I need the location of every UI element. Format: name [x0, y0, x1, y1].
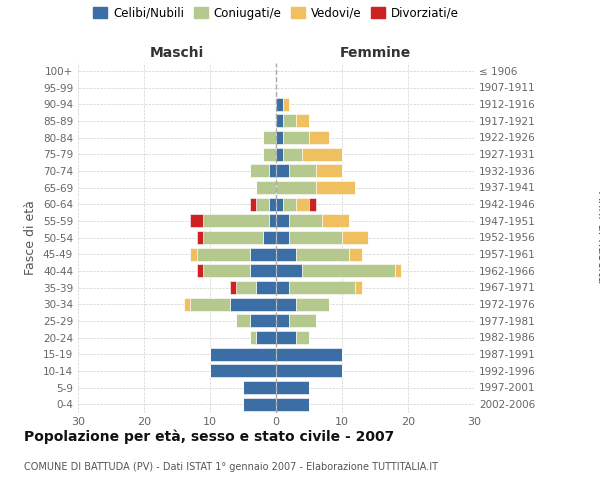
Bar [256, 281, 276, 294]
Bar [276, 364, 342, 378]
Bar [283, 198, 296, 210]
Bar [276, 281, 289, 294]
Text: Femmine: Femmine [340, 46, 410, 60]
Text: Maschi: Maschi [150, 46, 204, 60]
Bar [289, 231, 342, 244]
Bar [276, 164, 289, 177]
Bar [276, 264, 302, 278]
Bar [184, 298, 190, 310]
Bar [230, 298, 276, 310]
Bar [276, 114, 283, 128]
Bar [283, 114, 296, 128]
Bar [256, 331, 276, 344]
Bar [269, 214, 276, 228]
Bar [276, 148, 283, 160]
Bar [322, 214, 349, 228]
Bar [190, 248, 197, 260]
Bar [283, 148, 302, 160]
Bar [316, 181, 355, 194]
Bar [283, 98, 289, 110]
Bar [276, 381, 309, 394]
Bar [302, 264, 395, 278]
Bar [263, 148, 276, 160]
Bar [203, 214, 269, 228]
Y-axis label: Fasce di età: Fasce di età [25, 200, 37, 275]
Bar [276, 198, 283, 210]
Bar [210, 348, 276, 360]
Bar [250, 314, 276, 328]
Bar [276, 314, 289, 328]
Bar [210, 364, 276, 378]
Bar [276, 131, 283, 144]
Bar [250, 164, 269, 177]
Bar [197, 231, 203, 244]
Bar [263, 131, 276, 144]
Bar [276, 298, 296, 310]
Y-axis label: Anni di nascita: Anni di nascita [595, 191, 600, 284]
Bar [296, 198, 309, 210]
Bar [276, 348, 342, 360]
Bar [276, 181, 316, 194]
Bar [243, 381, 276, 394]
Bar [276, 248, 296, 260]
Bar [190, 214, 203, 228]
Bar [256, 181, 276, 194]
Bar [276, 98, 283, 110]
Bar [296, 114, 309, 128]
Bar [276, 398, 309, 410]
Bar [236, 281, 256, 294]
Bar [197, 248, 250, 260]
Bar [289, 164, 316, 177]
Bar [296, 298, 329, 310]
Bar [230, 281, 236, 294]
Bar [289, 314, 316, 328]
Bar [236, 314, 250, 328]
Bar [289, 281, 355, 294]
Bar [269, 198, 276, 210]
Bar [296, 331, 309, 344]
Bar [250, 264, 276, 278]
Bar [256, 198, 269, 210]
Legend: Celibi/Nubili, Coniugati/e, Vedovi/e, Divorziati/e: Celibi/Nubili, Coniugati/e, Vedovi/e, Di… [88, 2, 464, 24]
Bar [276, 214, 289, 228]
Bar [349, 248, 362, 260]
Bar [250, 248, 276, 260]
Bar [203, 264, 250, 278]
Bar [302, 148, 342, 160]
Bar [250, 331, 256, 344]
Bar [203, 231, 263, 244]
Bar [283, 131, 309, 144]
Bar [250, 198, 256, 210]
Bar [190, 298, 230, 310]
Bar [395, 264, 401, 278]
Bar [309, 198, 316, 210]
Text: COMUNE DI BATTUDA (PV) - Dati ISTAT 1° gennaio 2007 - Elaborazione TUTTITALIA.IT: COMUNE DI BATTUDA (PV) - Dati ISTAT 1° g… [24, 462, 438, 472]
Bar [269, 164, 276, 177]
Bar [316, 164, 342, 177]
Bar [276, 331, 296, 344]
Text: Popolazione per età, sesso e stato civile - 2007: Popolazione per età, sesso e stato civil… [24, 430, 394, 444]
Bar [309, 131, 329, 144]
Bar [342, 231, 368, 244]
Bar [276, 231, 289, 244]
Bar [296, 248, 349, 260]
Bar [355, 281, 362, 294]
Bar [197, 264, 203, 278]
Bar [263, 231, 276, 244]
Bar [289, 214, 322, 228]
Bar [243, 398, 276, 410]
